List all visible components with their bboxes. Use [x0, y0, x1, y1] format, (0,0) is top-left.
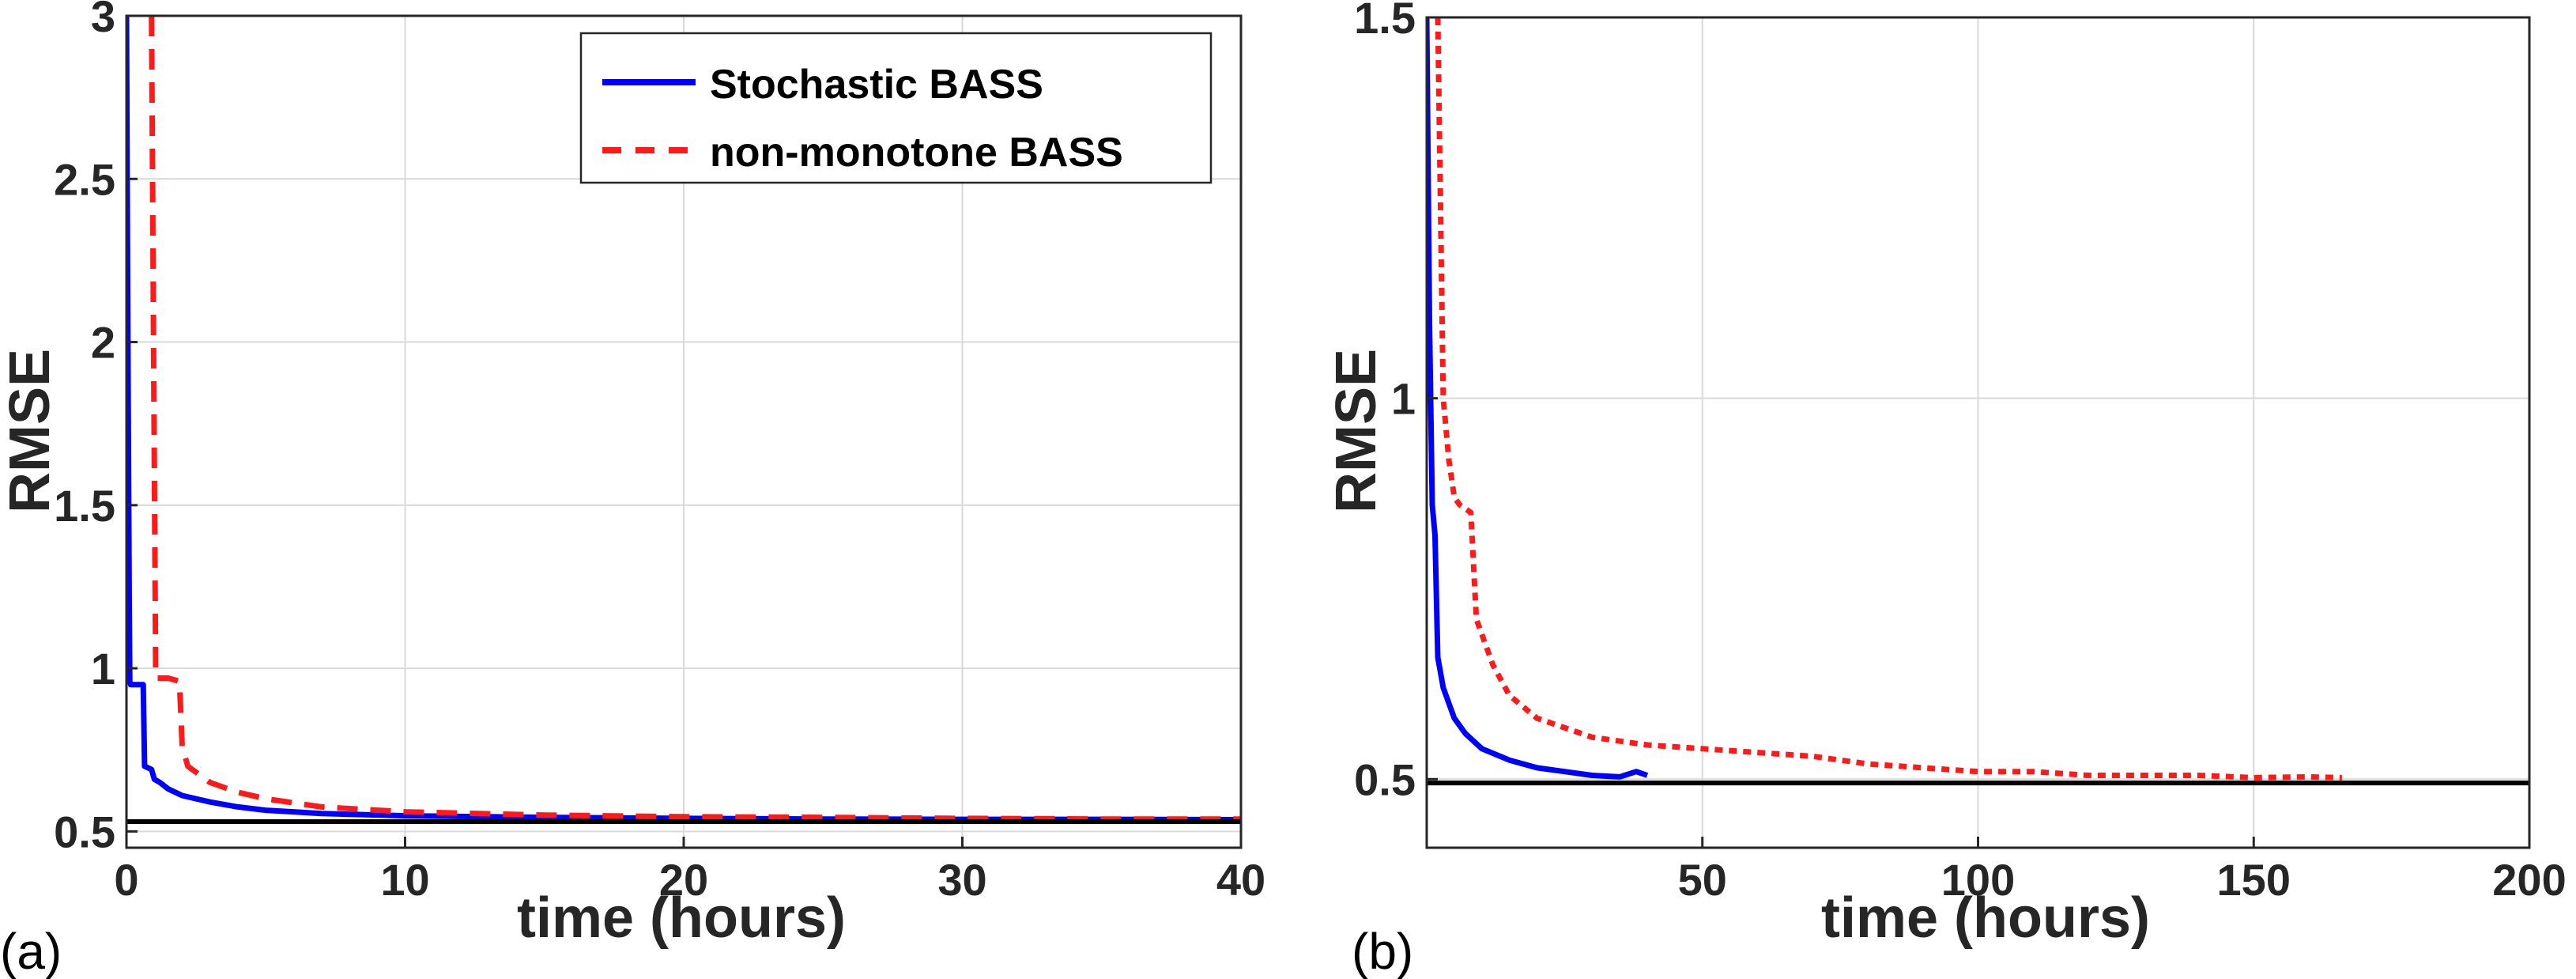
panel-a-series-nonmonotone-bass — [149, 16, 1241, 822]
panel-b-y-tick-label: 0.5 — [1354, 754, 1416, 804]
panel-b-x-tick-label: 100 — [1941, 855, 2015, 905]
panel-a-y-tick-label: 2.5 — [54, 154, 115, 204]
panel-a-x-tick-label: 10 — [380, 855, 429, 905]
panel-a-x-tick-label: 20 — [659, 855, 708, 905]
panel-a-x-tick-label: 0 — [114, 855, 138, 905]
panel-b-x-axis-label: time (hours) — [1821, 886, 2150, 950]
legend: Stochastic BASS non-monotone BASS — [579, 32, 1213, 184]
panel-b-label: (b) — [1352, 923, 1413, 979]
panel-a-y-tick-label: 1.5 — [54, 481, 115, 531]
panel-b-x-tick-label: 200 — [2492, 855, 2566, 905]
legend-label-nonmonotone: non-monotone BASS — [710, 130, 1123, 176]
panel-a-x-tick-label: 30 — [937, 855, 986, 905]
panel-a-y-tick-label: 3 — [91, 0, 115, 41]
panel-b-y-tick-label: 1 — [1391, 374, 1416, 424]
panel-a-y-tick-label: 1 — [91, 644, 115, 694]
panel-b-chart: 50 100 150 200 0.5 1 1.5 time (hours) RMSE (b) — [1325, 0, 2567, 979]
panel-a-x-axis-label: time (hours) — [517, 886, 846, 950]
panel-a-y-tick-label: 0.5 — [54, 807, 115, 856]
panel-a-y-tick-label: 2 — [91, 318, 115, 368]
panel-b-y-axis-label: RMSE — [1325, 349, 1388, 513]
panel-b-x-tick-label: 50 — [1678, 855, 1727, 905]
panel-a-x-tick-label: 40 — [1216, 855, 1265, 905]
panel-b-y-tick-label: 1.5 — [1354, 0, 1416, 43]
legend-label-stochastic: Stochastic BASS — [710, 62, 1043, 108]
panel-b-x-tick-label: 150 — [2217, 855, 2291, 905]
panel-a-chart: 0 10 20 30 400.511.522.53 time (hours) RMSE … — [0, 0, 1265, 979]
panel-a-y-axis-label: RMSE — [0, 349, 62, 513]
panel-a-label: (a) — [0, 923, 62, 979]
panel-b-series-stochastic-bass — [1427, 17, 1649, 780]
panel-b-series-nonmonotone-bass — [1435, 17, 2342, 781]
legend-box — [579, 32, 1213, 184]
